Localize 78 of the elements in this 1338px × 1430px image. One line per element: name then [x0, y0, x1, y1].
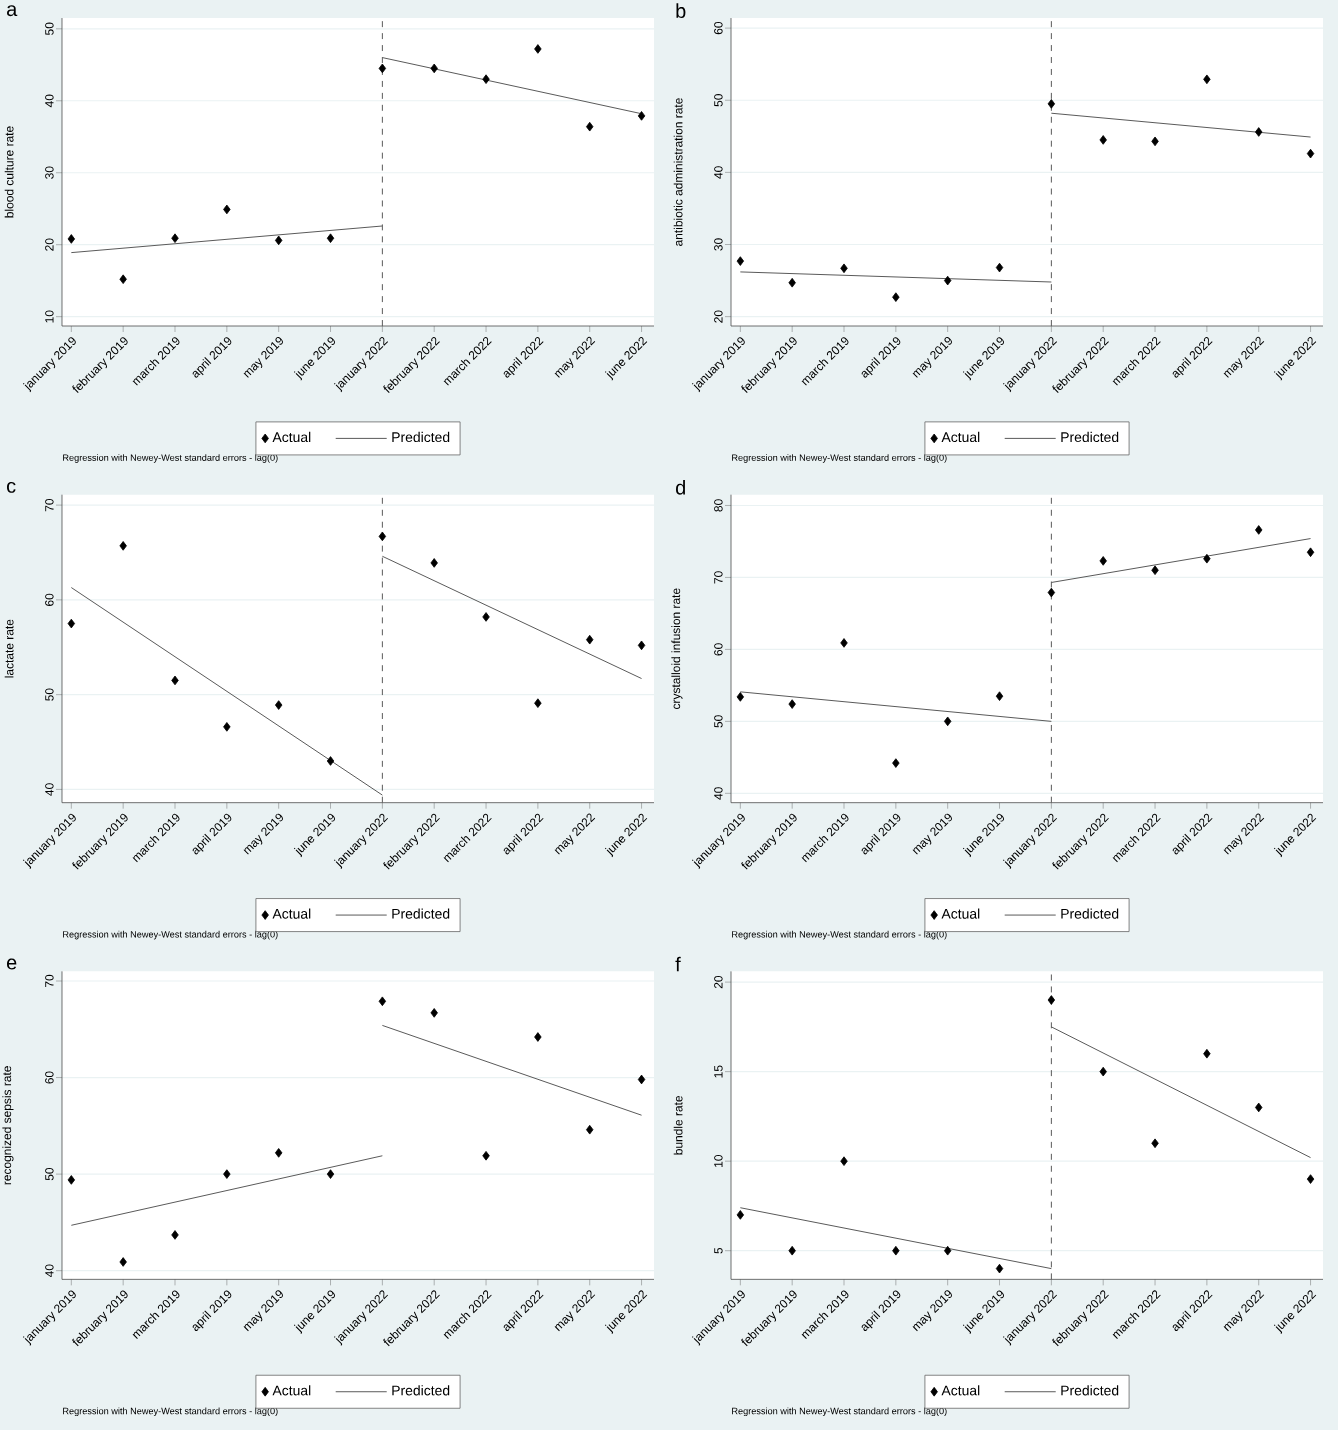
point	[1099, 135, 1107, 145]
point	[788, 699, 796, 709]
point	[995, 262, 1004, 273]
point	[430, 63, 438, 74]
point	[944, 1245, 952, 1256]
point	[586, 634, 594, 645]
point	[736, 256, 745, 266]
point	[840, 638, 848, 648]
chart-title: f	[675, 956, 681, 972]
point	[67, 234, 76, 244]
point	[944, 716, 952, 727]
point	[223, 1169, 231, 1179]
point	[534, 1032, 542, 1042]
point	[223, 204, 231, 215]
point	[586, 1124, 594, 1135]
point	[430, 1008, 438, 1018]
point	[482, 1150, 490, 1161]
point	[892, 292, 900, 302]
point	[1099, 1066, 1107, 1077]
point	[1255, 1102, 1263, 1113]
point	[736, 1210, 745, 1220]
point	[378, 63, 387, 74]
point	[1151, 565, 1159, 576]
point	[1047, 99, 1056, 109]
point	[840, 263, 848, 274]
point	[995, 1263, 1004, 1274]
point	[119, 274, 127, 285]
point	[1203, 74, 1211, 85]
chart-title: e	[7, 958, 17, 970]
point	[586, 121, 594, 132]
point	[534, 698, 542, 708]
point	[430, 558, 438, 568]
chart-title: b	[676, 3, 686, 18]
point	[1255, 127, 1263, 137]
point	[275, 700, 283, 710]
point	[1306, 547, 1315, 558]
point	[378, 531, 387, 542]
point	[995, 691, 1004, 701]
point	[637, 1074, 646, 1085]
point	[67, 1175, 76, 1185]
point	[171, 675, 179, 686]
point	[534, 44, 542, 54]
point	[326, 233, 335, 244]
point	[482, 74, 490, 84]
point	[171, 233, 179, 244]
point	[67, 618, 76, 629]
point	[378, 996, 387, 1007]
point	[1151, 1138, 1159, 1149]
point	[637, 111, 646, 121]
point	[119, 1257, 127, 1267]
point	[119, 541, 127, 551]
point	[1047, 587, 1056, 598]
chart-title: d	[676, 480, 685, 495]
point	[892, 758, 900, 768]
point	[326, 1169, 335, 1179]
point	[892, 1245, 900, 1256]
point	[326, 756, 335, 766]
point	[223, 722, 231, 732]
chart-title: c	[7, 481, 16, 493]
point	[637, 640, 646, 651]
point	[1306, 148, 1315, 159]
point	[736, 692, 745, 702]
point	[1255, 525, 1263, 535]
point	[482, 612, 490, 622]
point	[275, 1148, 283, 1158]
point	[1099, 556, 1107, 566]
point	[788, 1245, 796, 1256]
point	[1047, 995, 1056, 1005]
point	[1151, 136, 1159, 147]
point	[788, 277, 796, 288]
point	[840, 1156, 848, 1166]
point	[171, 1230, 179, 1240]
point	[1203, 1048, 1211, 1059]
point	[1203, 553, 1211, 564]
point	[275, 235, 283, 246]
chart-title: a	[7, 5, 18, 17]
point	[1306, 1174, 1315, 1184]
point	[944, 275, 952, 286]
